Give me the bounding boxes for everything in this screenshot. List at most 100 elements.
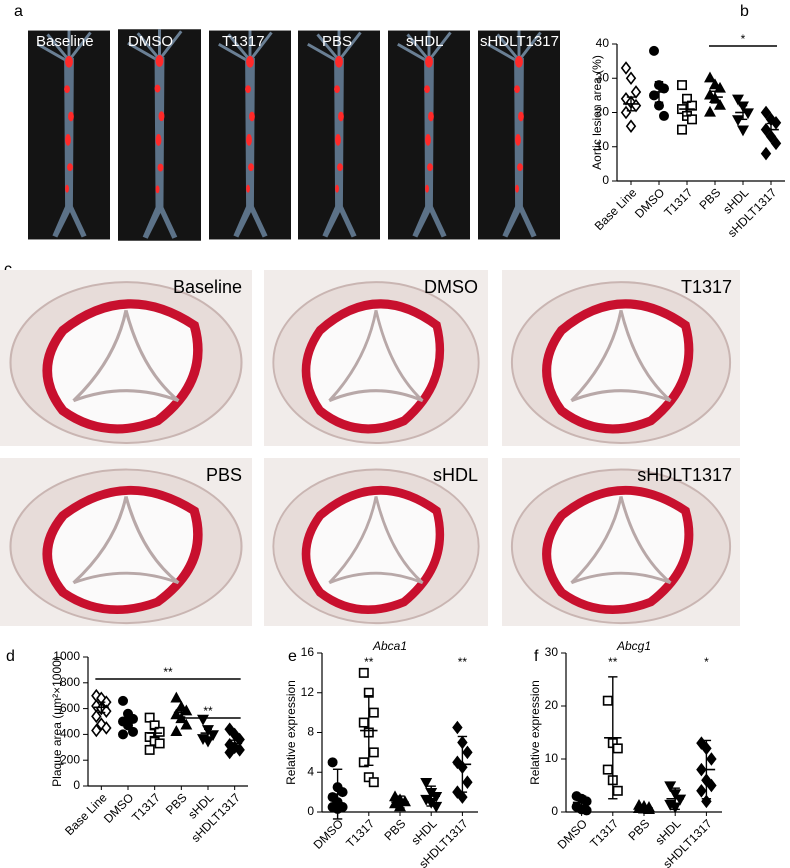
data-point bbox=[170, 691, 183, 703]
significance-label: ** bbox=[458, 655, 468, 669]
error-bar bbox=[738, 104, 748, 121]
y-tick-label: 30 bbox=[545, 645, 559, 659]
data-point bbox=[224, 722, 235, 737]
y-tick-label: 200 bbox=[60, 752, 80, 766]
error-bar bbox=[682, 101, 692, 117]
data-point bbox=[128, 726, 139, 737]
chart-title: Abcg1 bbox=[616, 639, 651, 653]
y-tick-label: 16 bbox=[301, 645, 315, 659]
image-label: DMSO bbox=[128, 33, 173, 50]
data-point bbox=[737, 125, 749, 137]
data-point bbox=[704, 105, 716, 117]
aorta-image bbox=[388, 29, 470, 241]
y-tick-label: 12 bbox=[301, 685, 315, 699]
data-point bbox=[625, 119, 637, 133]
y-axis-label: Relative expression bbox=[528, 680, 542, 785]
data-point bbox=[714, 98, 726, 110]
significance-label: ** bbox=[163, 665, 173, 679]
x-tick-label: PBS bbox=[381, 816, 408, 843]
data-point bbox=[612, 743, 623, 754]
image-label: PBS bbox=[206, 465, 242, 485]
data-point bbox=[452, 720, 463, 735]
data-point bbox=[664, 781, 677, 793]
y-tick-label: 0 bbox=[307, 804, 314, 818]
y-axis-label: Relative expression bbox=[284, 680, 298, 785]
aorta-image bbox=[118, 28, 201, 242]
x-tick-label: PBS bbox=[625, 816, 652, 843]
data-point bbox=[706, 778, 717, 793]
y-tick-label: 800 bbox=[60, 675, 80, 689]
aorta-image bbox=[28, 29, 110, 241]
data-point bbox=[368, 747, 379, 758]
significance-label: ** bbox=[608, 655, 618, 669]
error-bar bbox=[654, 80, 664, 103]
x-tick-label: T1317 bbox=[587, 816, 621, 850]
error-bar bbox=[457, 735, 468, 793]
error-bar bbox=[701, 739, 712, 800]
error-bar bbox=[204, 728, 212, 738]
data-point bbox=[358, 667, 369, 678]
data-point bbox=[648, 45, 659, 56]
significance-label: ** bbox=[203, 704, 213, 718]
x-tick-label: PBS bbox=[696, 185, 723, 212]
data-point bbox=[732, 115, 744, 127]
data-point bbox=[674, 794, 687, 806]
aorta-image bbox=[209, 29, 291, 241]
data-point bbox=[625, 71, 637, 86]
y-tick-label: 20 bbox=[545, 698, 559, 712]
data-point bbox=[760, 146, 772, 161]
data-point bbox=[118, 695, 129, 706]
data-point bbox=[760, 105, 772, 120]
aorta-image bbox=[298, 29, 380, 241]
data-point bbox=[462, 775, 473, 789]
data-point bbox=[368, 777, 379, 788]
y-axis-label: Plaque area (μm²×1000) bbox=[50, 656, 64, 787]
x-tick-label: DMSO bbox=[632, 185, 667, 220]
data-point bbox=[224, 745, 235, 760]
x-tick-label: T1317 bbox=[661, 185, 695, 219]
data-point bbox=[770, 116, 782, 130]
data-point bbox=[770, 136, 782, 151]
data-point bbox=[696, 784, 707, 798]
error-bar bbox=[97, 701, 106, 714]
data-point bbox=[399, 795, 411, 807]
data-point bbox=[327, 757, 338, 768]
data-point bbox=[706, 752, 717, 766]
image-label: Baseline bbox=[36, 33, 94, 50]
error-bar bbox=[710, 90, 720, 104]
image-label: sHDLT1317 bbox=[637, 465, 732, 485]
image-label: sHDL bbox=[406, 33, 444, 50]
error-bar bbox=[608, 676, 618, 800]
image-label: PBS bbox=[322, 33, 352, 50]
x-tick-label: DMSO bbox=[311, 816, 346, 851]
y-tick-label: 30 bbox=[596, 70, 610, 84]
y-tick-label: 400 bbox=[60, 727, 80, 741]
error-bar bbox=[177, 707, 186, 718]
image-label: T1317 bbox=[681, 277, 732, 297]
panel-a-images bbox=[28, 28, 560, 242]
y-tick-label: 10 bbox=[596, 139, 610, 153]
y-tick-label: 20 bbox=[596, 105, 610, 119]
error-bar bbox=[364, 695, 374, 766]
error-bar bbox=[670, 787, 680, 811]
y-tick-label: 4 bbox=[307, 764, 314, 778]
y-tick-label: 10 bbox=[545, 751, 559, 765]
data-point bbox=[430, 801, 443, 813]
data-point bbox=[602, 764, 613, 775]
image-label: sHDL bbox=[433, 465, 478, 485]
data-point bbox=[457, 790, 468, 804]
panel-c-images bbox=[0, 270, 740, 626]
panel-letter: d bbox=[6, 648, 15, 665]
panel-letter: f bbox=[534, 648, 539, 665]
error-bar bbox=[426, 785, 436, 807]
data-point bbox=[676, 124, 687, 135]
y-axis-label: Aortic lesion area (%) bbox=[590, 55, 604, 170]
data-point bbox=[581, 796, 592, 807]
error-bar bbox=[576, 795, 587, 810]
data-point bbox=[101, 704, 112, 718]
data-point bbox=[742, 108, 754, 120]
data-point bbox=[620, 105, 632, 120]
data-point bbox=[686, 114, 697, 125]
